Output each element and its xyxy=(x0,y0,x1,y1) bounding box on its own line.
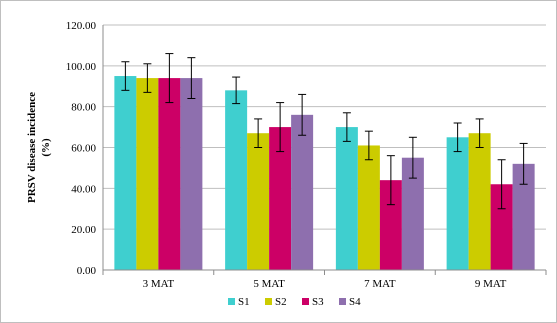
y-tick-label-3: 60.00 xyxy=(71,143,96,155)
bar-S1-3 xyxy=(446,137,469,270)
legend-label-S1: S1 xyxy=(238,296,250,308)
legend-label-S2: S2 xyxy=(275,296,287,308)
y-tick-labels: 0.00 20.00 40.00 60.00 80.00 100.00 120.00 xyxy=(66,20,97,277)
bar-S4-2 xyxy=(401,157,424,270)
y-axis-title-line-1: (%) xyxy=(40,138,52,157)
legend-swatch-S3 xyxy=(302,298,309,305)
bar-S3-0 xyxy=(158,78,181,270)
bar-S4-0 xyxy=(180,78,203,270)
bar-S2-0 xyxy=(136,78,159,270)
x-tick-label-2: 7 MAT xyxy=(364,278,396,290)
y-tick-label-6: 120.00 xyxy=(66,20,97,32)
y-tick-label-5: 100.00 xyxy=(66,61,97,73)
x-tick-label-3: 9 MAT xyxy=(475,278,507,290)
y-axis-title-line-0: PRSV disease incidence xyxy=(26,92,38,203)
y-axis-title: PRSV disease incidence (%) xyxy=(26,92,52,203)
bar-S1-0 xyxy=(114,76,137,271)
bar-S3-1 xyxy=(269,127,292,270)
y-tick-label-1: 20.00 xyxy=(71,224,96,236)
bar-S1-2 xyxy=(335,127,358,270)
x-tick-label-0: 3 MAT xyxy=(143,278,175,290)
legend-swatch-S4 xyxy=(339,298,346,305)
bar-S2-3 xyxy=(468,133,491,270)
bars xyxy=(114,76,535,271)
bar-S3-3 xyxy=(490,184,513,270)
axes xyxy=(102,25,547,275)
bar-S4-1 xyxy=(291,114,314,270)
bar-S4-3 xyxy=(512,163,535,270)
legend: S1 S2 S3 S4 xyxy=(228,296,361,308)
legend-label-S3: S3 xyxy=(312,296,324,308)
y-tick-label-2: 40.00 xyxy=(71,183,96,195)
bar-S2-1 xyxy=(247,133,270,270)
bar-S1-1 xyxy=(225,90,248,270)
bar-S2-2 xyxy=(357,145,380,270)
legend-swatch-S2 xyxy=(265,298,272,305)
y-axis-title-text: PRSV disease incidence (%) xyxy=(26,92,52,203)
x-tick-labels: 3 MAT 5 MAT 7 MAT 9 MAT xyxy=(143,278,507,290)
legend-swatch-S1 xyxy=(228,298,235,305)
error-bars xyxy=(121,53,528,210)
bar-S3-2 xyxy=(379,180,402,270)
legend-label-S4: S4 xyxy=(349,296,361,308)
y-tick-label-4: 80.00 xyxy=(71,102,96,114)
y-tick-label-0: 0.00 xyxy=(77,265,97,277)
x-tick-label-1: 5 MAT xyxy=(253,278,285,290)
